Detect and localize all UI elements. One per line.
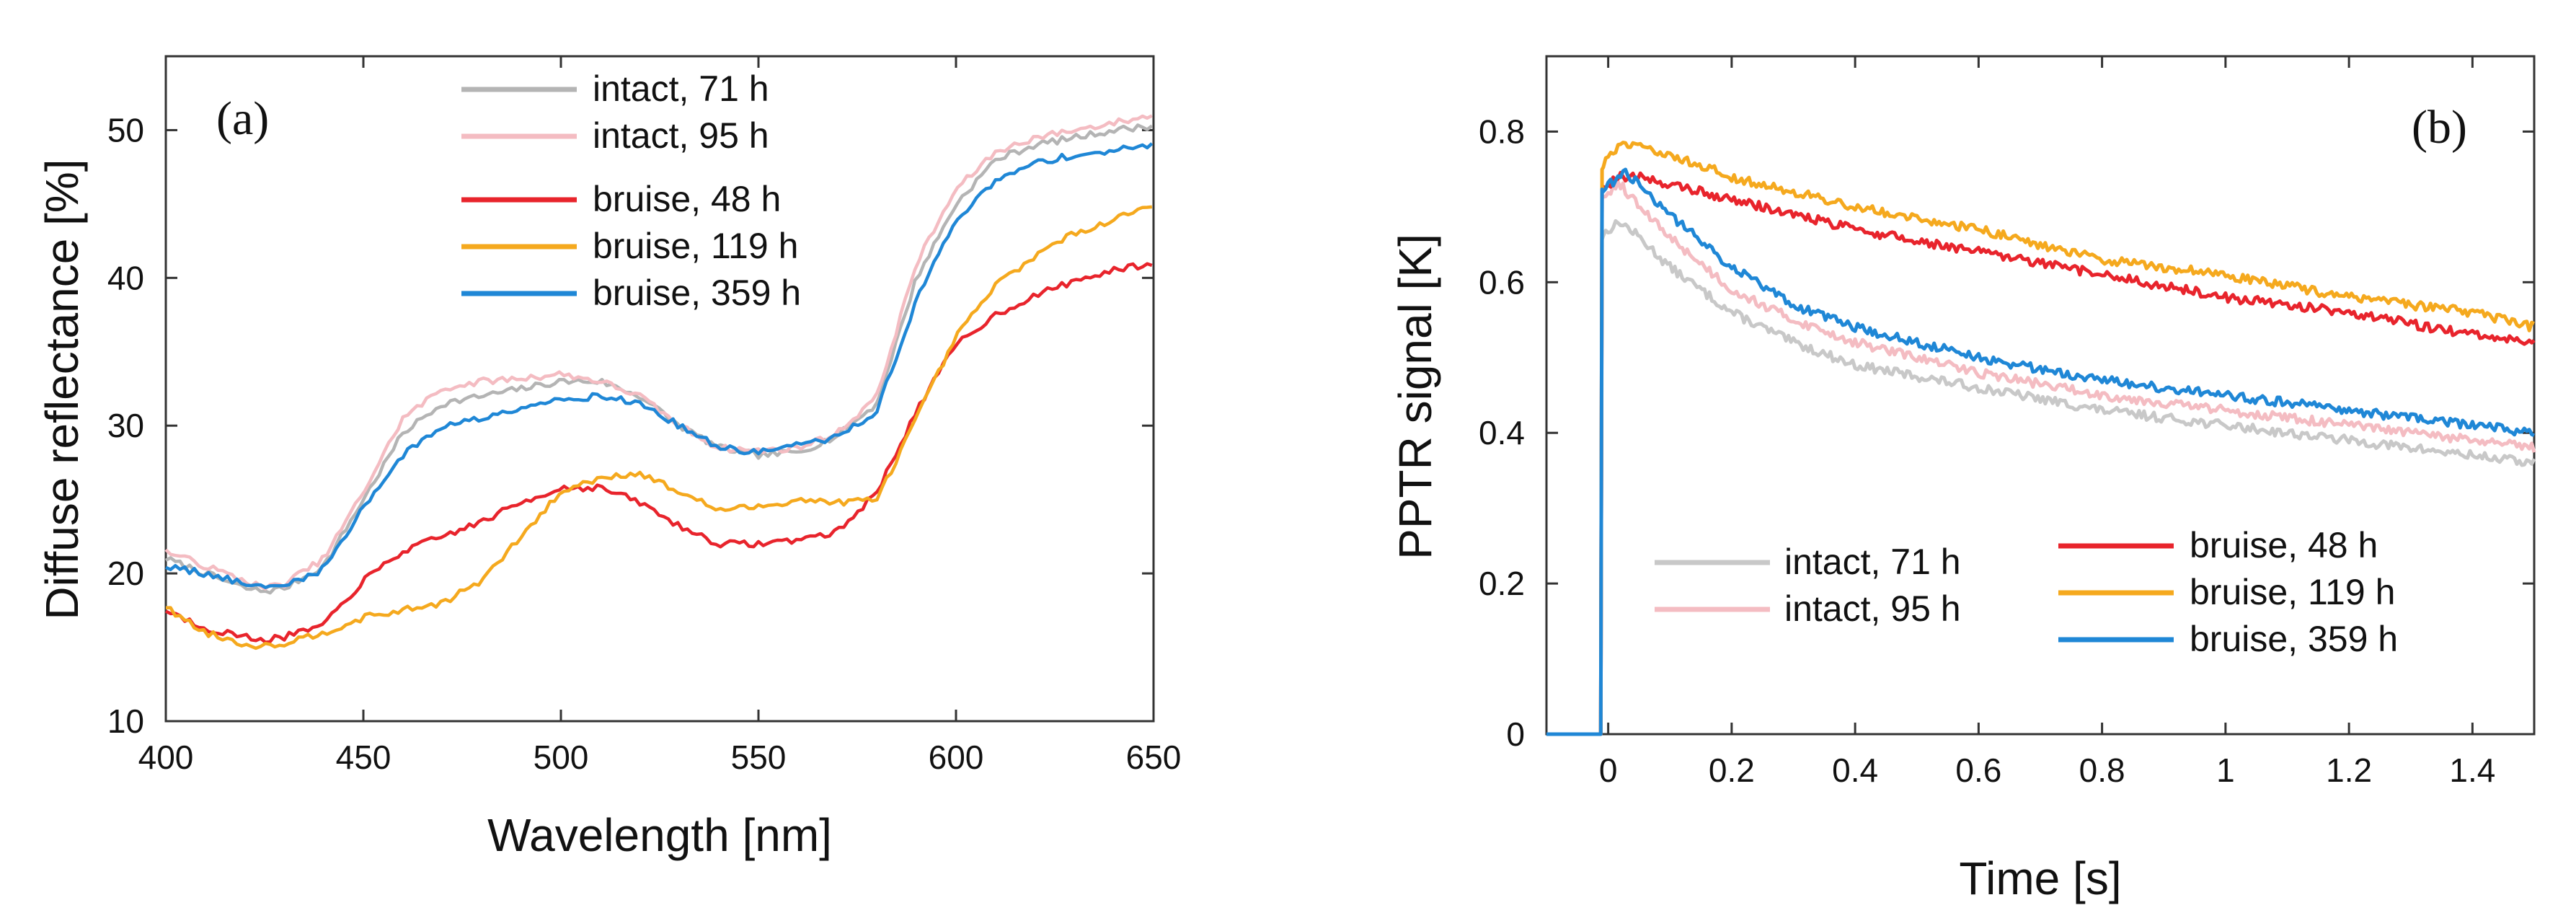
panel-b-plot-frame: [1545, 55, 2536, 736]
panel-b-x-tick-label: 0.4: [1832, 751, 1878, 789]
panel-b-legend-label: intact, 71 h: [1784, 542, 1961, 582]
panel-b-x-tick-label: 0.2: [1709, 751, 1755, 789]
panel-b-legend-label: bruise, 359 h: [2190, 619, 2398, 659]
panel-a-legend-label: bruise, 359 h: [593, 273, 801, 313]
panel-a-y-tick-label: 40: [107, 259, 144, 296]
panel-a-y-tick-label: 20: [107, 555, 144, 592]
panel-a-legend-label: intact, 71 h: [593, 69, 769, 109]
panel-a-x-tick-label: 400: [138, 738, 194, 776]
panel-a-ticks: 400 450 500 550 600 650 10 20 30 40 50: [107, 56, 1182, 776]
panel-a-series: [164, 114, 1154, 650]
panel-a-legend: intact, 71 h intact, 95 h bruise, 48 h brui…: [461, 69, 801, 313]
panel-b-y-tick-label: 0.4: [1479, 414, 1525, 451]
panel-a-x-tick-label: 650: [1126, 738, 1182, 776]
panel-a-y-tick-label: 30: [107, 407, 144, 444]
panel-a-x-tick-label: 550: [731, 738, 787, 776]
panel-a-series-line-bruise-48-h: [164, 262, 1153, 644]
panel-a-series-line-bruise-119-h: [165, 205, 1153, 650]
panel-a-y-tick-label: 50: [107, 111, 144, 149]
panel-b-ticks: 0 0.2 0.4 0.6 0.8 1 1.2 1.4 0 0.2 0.4 0.6 0.8: [1479, 56, 2534, 789]
panel-a-series-line-bruise-359-h: [165, 142, 1154, 589]
panel-a-series-line-intact-95-h: [164, 114, 1153, 591]
panel-b-x-tick-label: 0.8: [2079, 751, 2125, 789]
panel-b-legend-label: intact, 95 h: [1784, 588, 1961, 629]
panel-b-series-line-bruise-359-h: [1546, 167, 2536, 736]
panel-b-y-axis-title: PPTR signal [K]: [1389, 234, 1441, 560]
panel-b-x-tick-label: 1.2: [2326, 751, 2372, 789]
panel-b-label: (b): [2412, 101, 2467, 154]
panel-a-plot-frame: [164, 55, 1155, 723]
panel-b-x-tick-label: 0.6: [1955, 751, 2001, 789]
panel-b-legend-label: bruise, 48 h: [2190, 525, 2378, 565]
panel-a-x-axis-title: Wavelength [nm]: [487, 809, 832, 861]
panel-b-legend: intact, 71 h intact, 95 h bruise, 48 h brui…: [1655, 525, 2398, 659]
panel-b-x-tick-label: 1: [2216, 751, 2235, 789]
panel-a-x-tick-label: 600: [929, 738, 984, 776]
panel-a-legend-label: bruise, 119 h: [593, 226, 798, 266]
panel-b-x-tick-label: 1.4: [2449, 751, 2495, 789]
panel-a-x-tick-label: 500: [534, 738, 589, 776]
panel-b-y-tick-label: 0.8: [1479, 113, 1525, 150]
panel-b-y-tick-label: 0.6: [1479, 263, 1525, 301]
panel-b-y-tick-label: 0.2: [1479, 565, 1525, 602]
panel-b-x-axis-title: Time [s]: [1959, 852, 2121, 904]
panel-a-y-tick-label: 10: [107, 702, 144, 740]
panel-a-legend-label: intact, 95 h: [593, 115, 769, 156]
panel-a-legend-label: bruise, 48 h: [593, 179, 781, 219]
panel-a-y-axis-title: Diffuse reflectance [%]: [36, 159, 88, 619]
panel-a-x-tick-label: 450: [336, 738, 391, 776]
panel-b-series-line-bruise-48-h: [1546, 170, 2536, 736]
panel-b-series: [1546, 141, 2536, 736]
panel-a-label: (a): [216, 92, 269, 145]
panel-b-legend-label: bruise, 119 h: [2190, 572, 2395, 612]
panel-b-series-line-intact-95-h: [1546, 180, 2536, 736]
panel-b-series-line-bruise-119-h: [1546, 141, 2535, 736]
panel-b-y-tick-label: 0: [1506, 715, 1525, 753]
panel-b-x-tick-label: 0: [1599, 751, 1618, 789]
panel-b-pptr-chart: 0 0.2 0.4 0.6 0.8 1 1.2 1.4 0 0.2 0.4 0.6 0.8 (b) in…: [1389, 55, 2536, 904]
panel-b-series-line-intact-71-h: [1546, 219, 2536, 736]
